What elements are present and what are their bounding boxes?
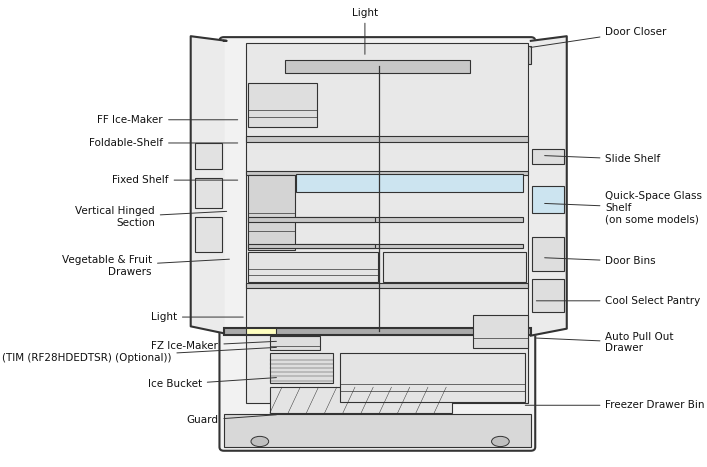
Text: Ice Bucket: Ice Bucket: [148, 378, 276, 389]
Bar: [194, 178, 222, 208]
Text: (TIM (RF28HDEDTSR) (Optional)): (TIM (RF28HDEDTSR) (Optional)): [2, 347, 276, 363]
Ellipse shape: [491, 436, 509, 446]
Bar: [246, 171, 528, 176]
Bar: [224, 414, 531, 447]
Text: Slide Shelf: Slide Shelf: [544, 154, 661, 164]
Bar: [246, 43, 528, 333]
Bar: [247, 252, 378, 282]
Text: Freezer Drawer Bin: Freezer Drawer Bin: [525, 400, 705, 410]
Text: Door Closer: Door Closer: [531, 27, 667, 47]
Bar: [473, 315, 528, 348]
Bar: [296, 244, 522, 248]
Bar: [246, 136, 528, 142]
Text: Foldable-Shelf: Foldable-Shelf: [89, 138, 238, 148]
Text: Auto Pull Out
Drawer: Auto Pull Out Drawer: [537, 332, 674, 354]
Polygon shape: [191, 36, 227, 333]
Text: Door Bins: Door Bins: [544, 256, 656, 266]
Bar: [270, 353, 334, 383]
Bar: [506, 46, 531, 64]
Text: Quick-Space Glass
Shelf
(on some models): Quick-Space Glass Shelf (on some models): [544, 191, 703, 225]
Bar: [246, 335, 528, 403]
Bar: [247, 176, 295, 250]
Text: FF Ice-Maker: FF Ice-Maker: [98, 115, 238, 125]
Bar: [532, 237, 564, 271]
FancyBboxPatch shape: [219, 37, 535, 451]
Bar: [340, 353, 525, 402]
Text: Light: Light: [151, 312, 243, 322]
Bar: [194, 217, 222, 252]
Text: Guard: Guard: [187, 415, 276, 425]
Text: Vertical Hinged
Section: Vertical Hinged Section: [75, 206, 227, 228]
Bar: [224, 328, 531, 335]
Bar: [296, 174, 522, 192]
Bar: [194, 143, 222, 169]
Bar: [532, 186, 564, 212]
Bar: [246, 283, 528, 288]
Bar: [247, 83, 317, 127]
Bar: [270, 387, 452, 413]
Text: Cool Select Pantry: Cool Select Pantry: [537, 296, 701, 306]
Bar: [382, 252, 527, 282]
Bar: [285, 60, 470, 73]
Text: Fixed Shelf: Fixed Shelf: [112, 175, 238, 185]
Bar: [532, 279, 564, 312]
Bar: [247, 217, 375, 222]
Bar: [532, 149, 564, 164]
Bar: [246, 328, 276, 334]
Bar: [296, 217, 522, 222]
Bar: [247, 244, 375, 248]
Polygon shape: [531, 36, 567, 336]
Ellipse shape: [251, 436, 269, 446]
Text: FZ Ice-Maker: FZ Ice-Maker: [151, 341, 276, 351]
Text: Vegetable & Fruit
Drawers: Vegetable & Fruit Drawers: [62, 255, 229, 277]
Bar: [270, 336, 320, 351]
Text: Light: Light: [352, 7, 378, 54]
